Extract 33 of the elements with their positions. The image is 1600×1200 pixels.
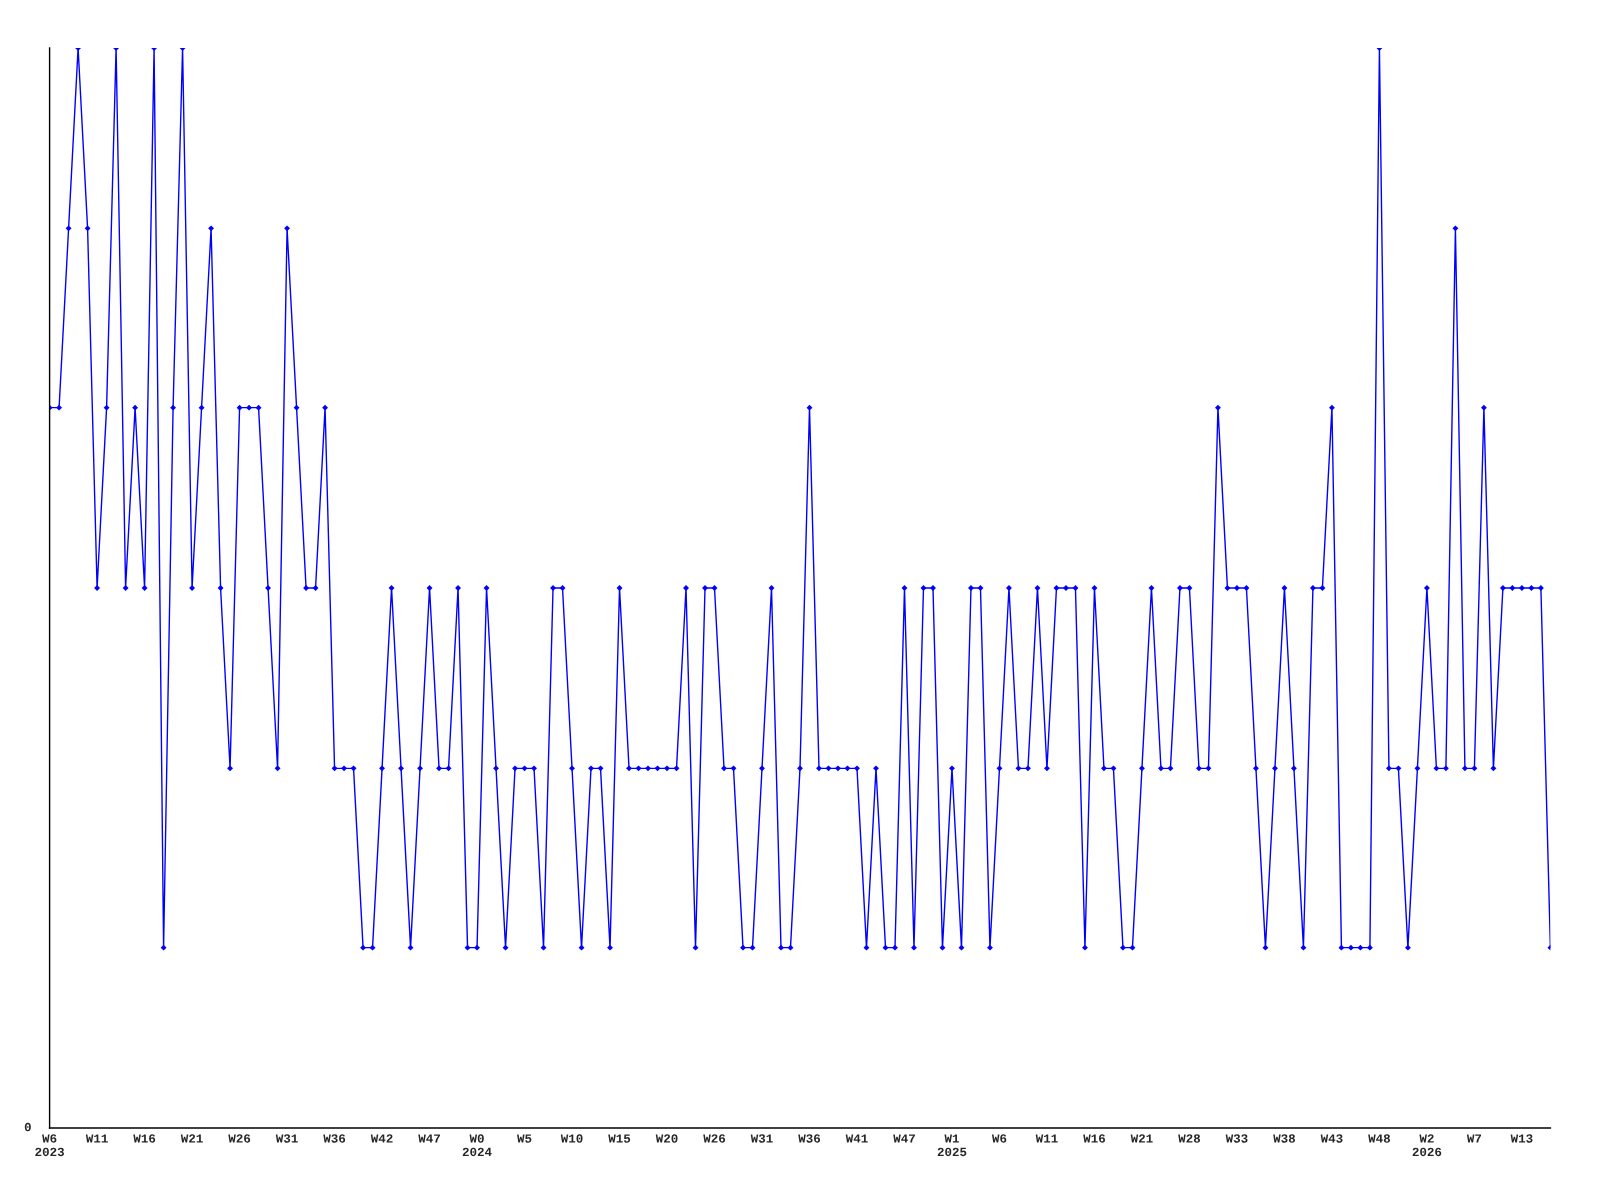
x-tick-label: W26 bbox=[703, 1134, 726, 1143]
x-tick-label: W47 bbox=[418, 1134, 440, 1143]
x-tick-label: W42 bbox=[370, 1134, 393, 1143]
x-tick-label: W21 bbox=[180, 1134, 203, 1143]
x-tick-label: W16 bbox=[1083, 1134, 1106, 1143]
x-tick-label: W21 bbox=[1130, 1134, 1153, 1143]
x-tick-label: W5 bbox=[517, 1134, 532, 1143]
x-tick-label: W6 2023 bbox=[35, 1134, 64, 1157]
x-tick-label: W15 bbox=[608, 1134, 631, 1143]
text: 0 bbox=[24, 1122, 31, 1132]
x-tick-label: W33 bbox=[1225, 1134, 1248, 1143]
x-tick-label: W48 bbox=[1368, 1134, 1391, 1143]
x-tick-label: W1 2025 bbox=[937, 1134, 967, 1157]
x-tick-label: W11 bbox=[85, 1134, 108, 1143]
x-tick-label: W7 bbox=[1466, 1134, 1482, 1143]
x-tick-label: W47 bbox=[893, 1134, 915, 1143]
x-tick-label: W43 bbox=[1320, 1134, 1343, 1143]
x-tick-label: W6 bbox=[991, 1134, 1007, 1143]
x-tick-label: W26 bbox=[228, 1134, 251, 1143]
x-tick-label: W28 bbox=[1178, 1134, 1201, 1143]
x-tick-label: W11 bbox=[1035, 1134, 1058, 1143]
x-tick-label: W2 2026 bbox=[1412, 1134, 1442, 1157]
x-tick-label: W13 bbox=[1510, 1134, 1533, 1143]
x-tick-label: W16 bbox=[133, 1134, 156, 1143]
x-tick-label: W31 bbox=[275, 1134, 298, 1143]
x-tick-label: W36 bbox=[798, 1134, 821, 1143]
x-tick-label: W10 bbox=[560, 1134, 583, 1143]
x-tick-label: W38 bbox=[1273, 1134, 1296, 1143]
x-tick-label: W36 bbox=[323, 1134, 346, 1143]
x-tick-label: W20 bbox=[655, 1134, 678, 1143]
x-tick-label: W0 2024 bbox=[462, 1134, 492, 1157]
x-tick-label: W41 bbox=[845, 1134, 868, 1143]
x-tick-label: W31 bbox=[750, 1134, 773, 1143]
